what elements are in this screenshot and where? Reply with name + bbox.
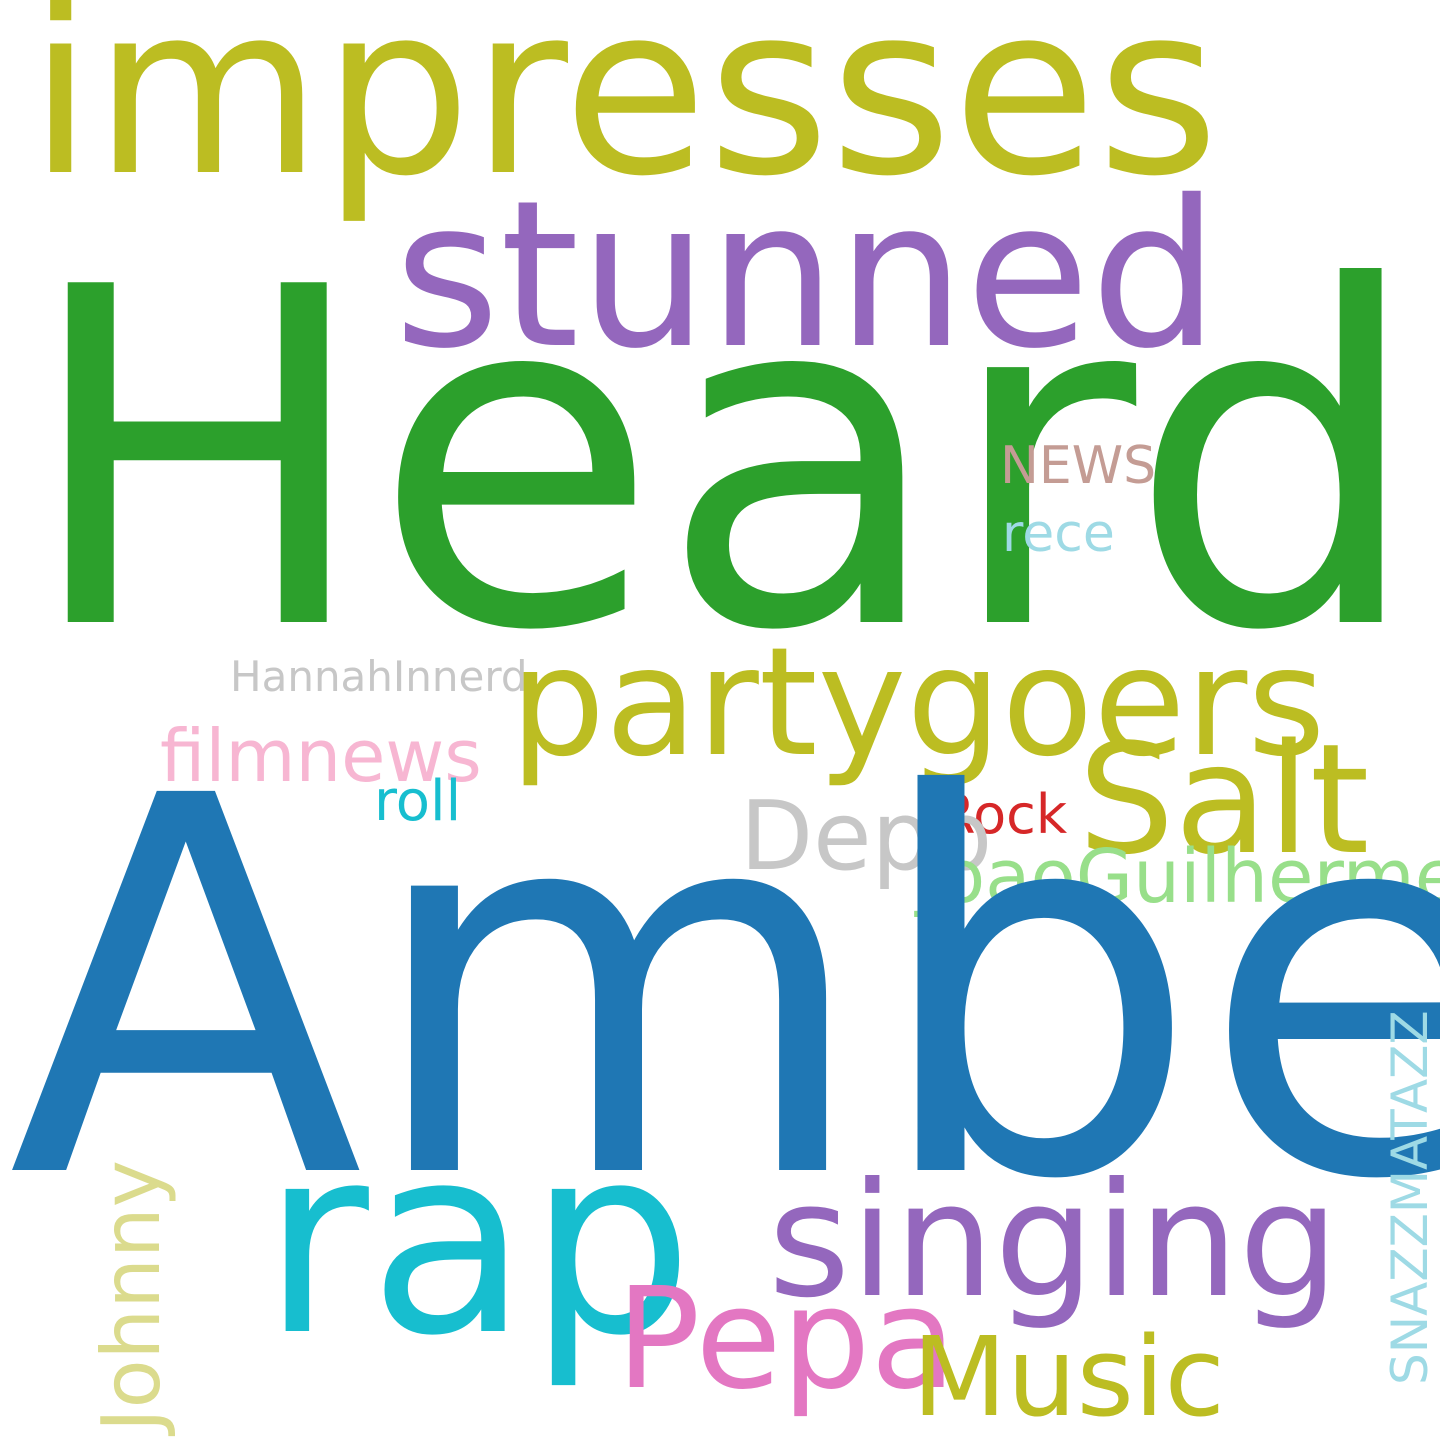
- word-singing: singing: [768, 1149, 1339, 1333]
- word-filmnews: filmnews: [160, 714, 482, 798]
- word-salt: Salt: [1078, 711, 1370, 888]
- word-amber: Amber: [8, 687, 1440, 1293]
- word-partygoers: partygoers: [510, 616, 1326, 790]
- word-heard: Heard: [22, 189, 1424, 732]
- word-joaoguilhermed: JoaoGuilhermed: [918, 834, 1440, 920]
- word-hannahinnerd: HannahInnerd: [230, 652, 528, 701]
- word-pepa: Pepa: [616, 1258, 957, 1421]
- word-news: NEWS: [1000, 436, 1157, 496]
- word-rap: rap: [262, 1091, 694, 1393]
- word-snazzmatazz: SNAZZMATAZZ: [1381, 1010, 1439, 1385]
- word-rece: rece: [1002, 504, 1115, 564]
- word-music: Music: [912, 1313, 1225, 1440]
- word-rock: Rock: [938, 783, 1068, 846]
- word-stunned: stunned: [394, 157, 1220, 393]
- word-impresses: impresses: [28, 0, 1220, 228]
- word-depp: Depp: [740, 782, 993, 892]
- word-roll: roll: [374, 769, 462, 834]
- word-johnny: Johnny: [85, 1160, 178, 1432]
